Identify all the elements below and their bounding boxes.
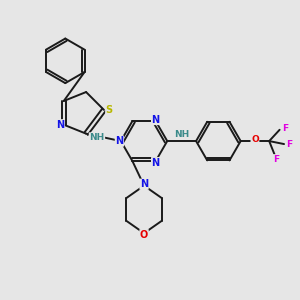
Text: N: N <box>115 136 123 146</box>
Text: NH: NH <box>174 130 189 139</box>
Text: F: F <box>273 155 279 164</box>
Text: F: F <box>282 124 288 133</box>
Text: N: N <box>140 179 148 189</box>
Text: N: N <box>152 115 160 124</box>
Text: S: S <box>106 105 113 115</box>
Text: O: O <box>140 230 148 240</box>
Text: N: N <box>152 158 160 168</box>
Text: N: N <box>56 120 64 130</box>
Text: F: F <box>286 140 292 148</box>
Text: NH: NH <box>89 133 105 142</box>
Text: O: O <box>251 135 259 144</box>
